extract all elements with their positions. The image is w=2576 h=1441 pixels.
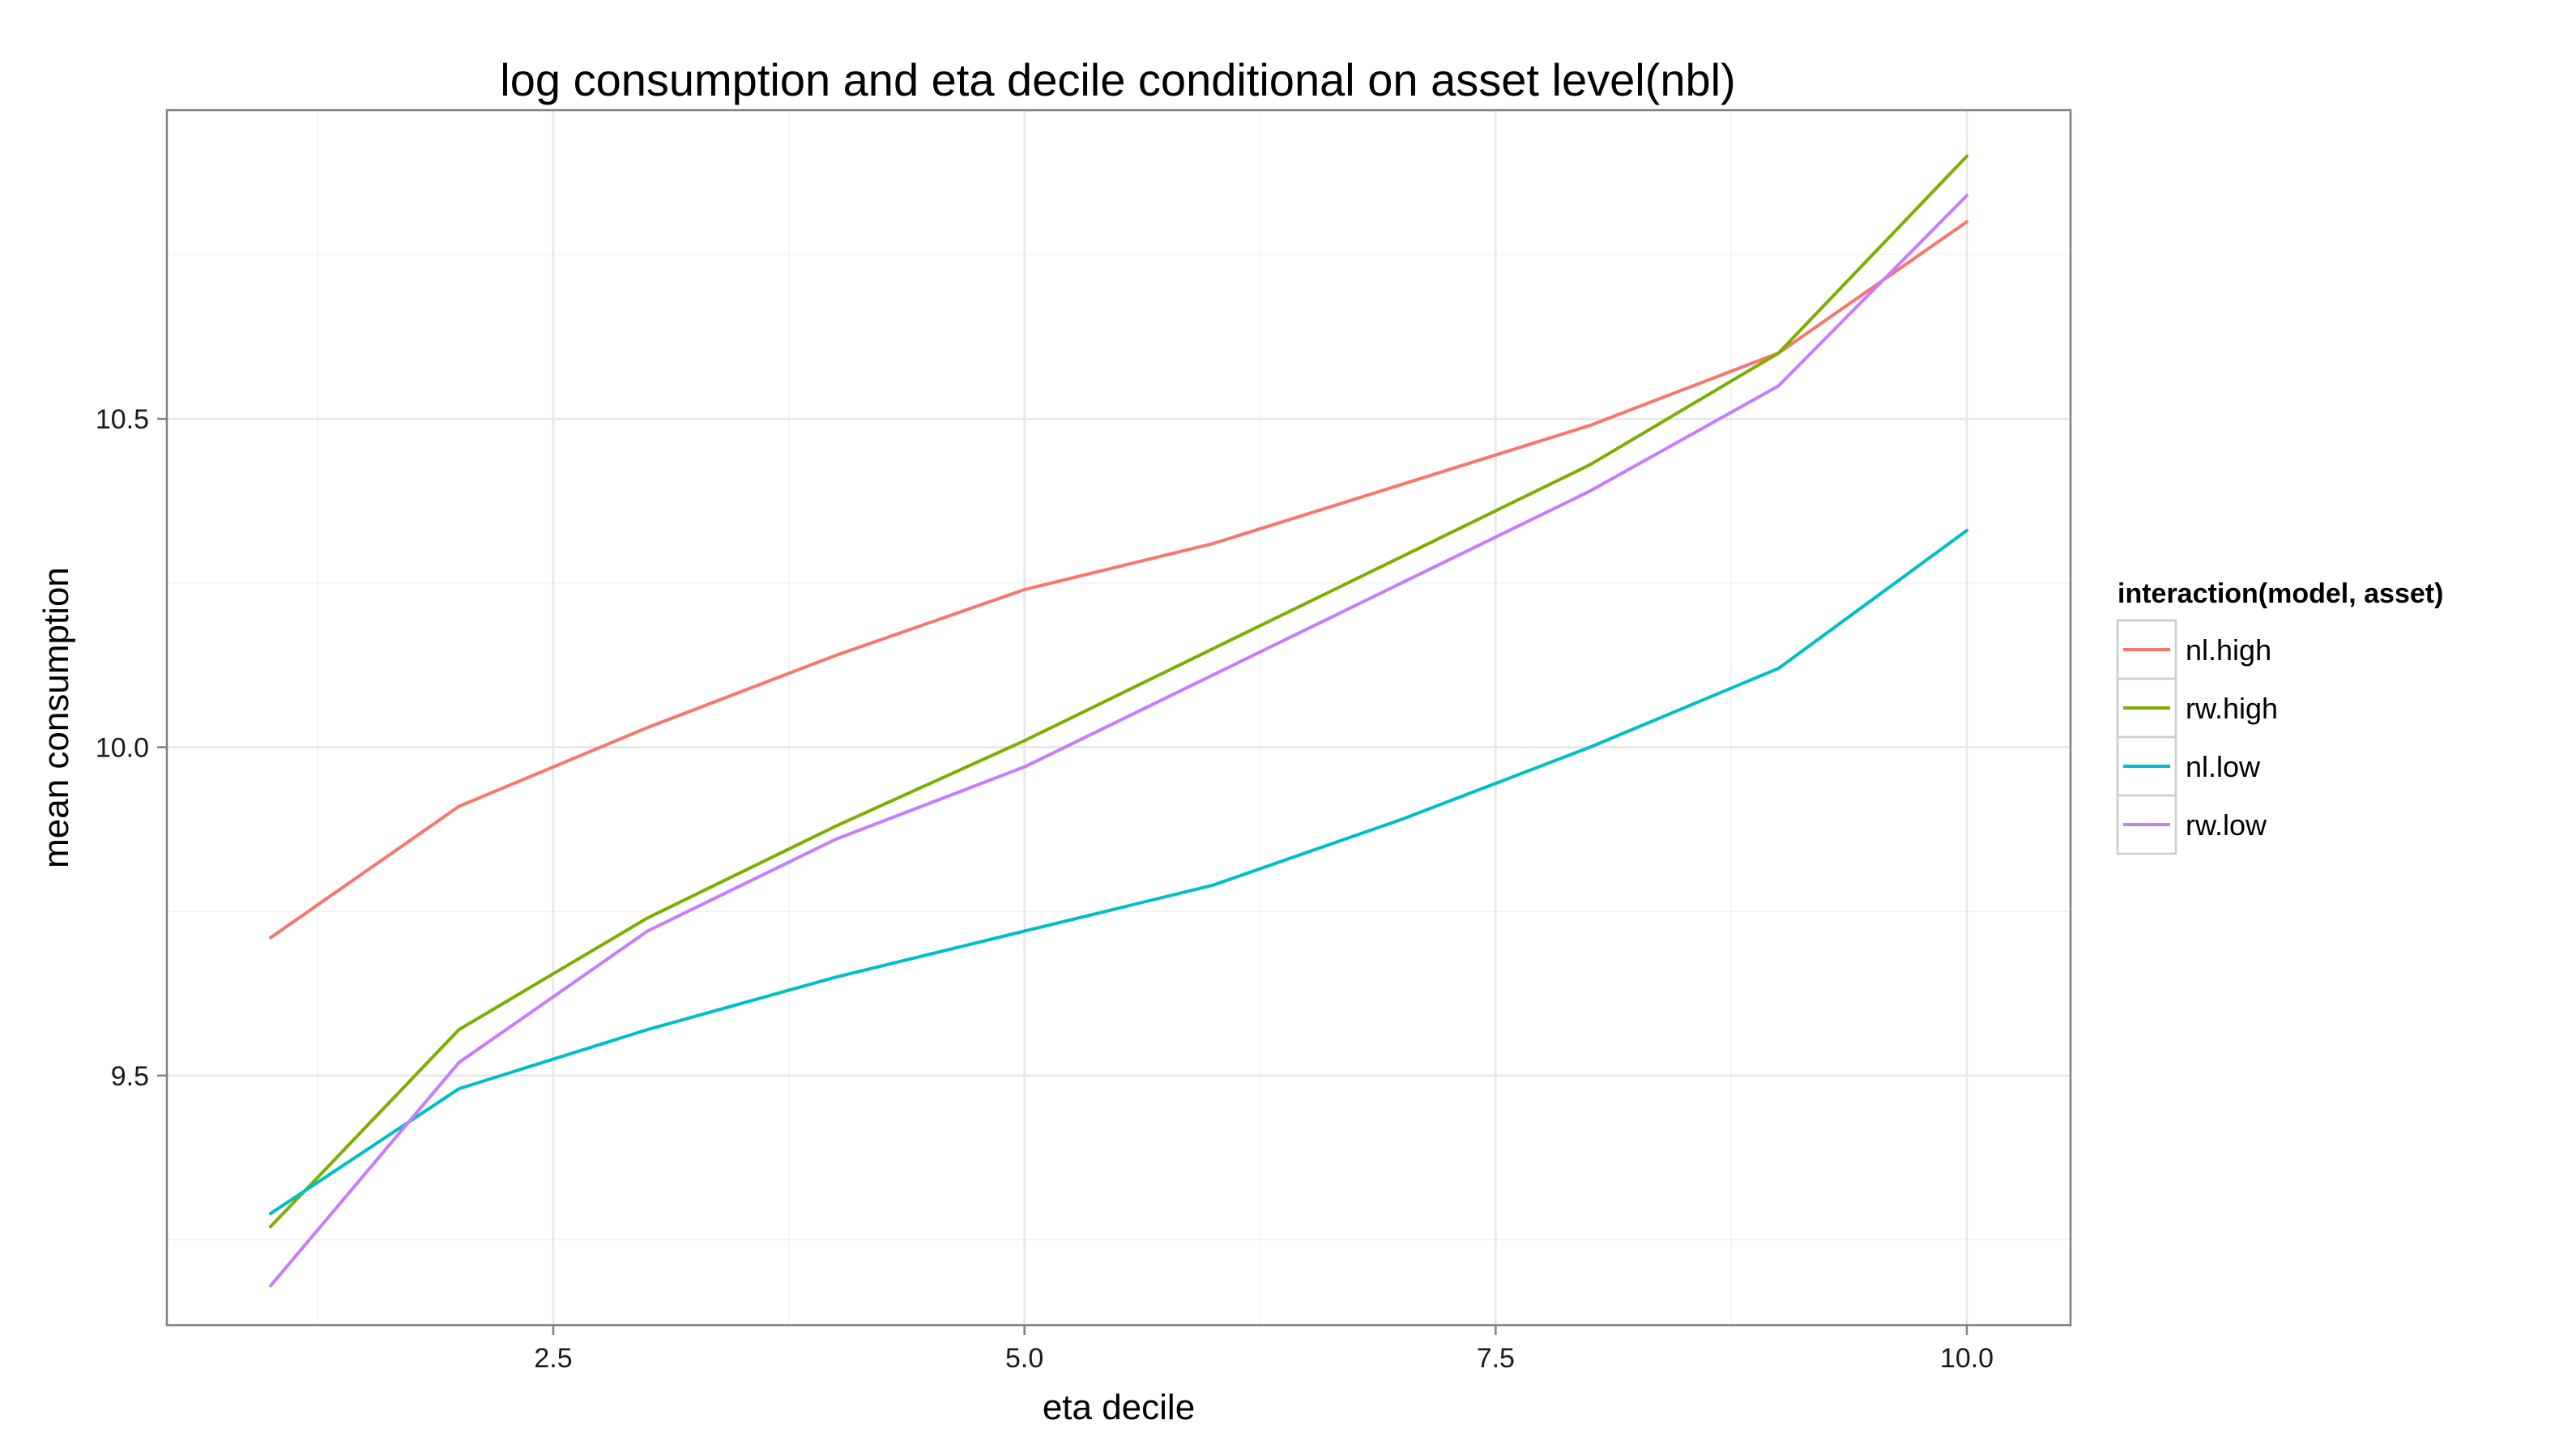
x-axis-title: eta decile	[1043, 1388, 1195, 1427]
series-line-rw-high	[269, 154, 1968, 1229]
plot-area	[165, 109, 2072, 1327]
x-tick-label: 10.0	[1940, 1343, 1994, 1374]
legend-items: nl.high rw.high nl.low rw.low	[2116, 619, 2278, 855]
series-line-nl-low	[269, 528, 1968, 1216]
legend-item: nl.high	[2116, 619, 2271, 680]
legend-item: rw.low	[2116, 794, 2267, 855]
grid-minor	[167, 110, 2071, 1325]
legend-item: nl.low	[2116, 735, 2261, 797]
y-tick-label: 10.0	[96, 732, 149, 763]
plot-border	[165, 109, 2072, 1327]
x-tick-label: 2.5	[534, 1343, 572, 1374]
y-axis-title: mean consumption	[36, 567, 76, 868]
series-lines	[269, 154, 1968, 1288]
legend: interaction(model, asset) nl.high rw.high…	[2116, 578, 2443, 855]
grid-major	[167, 110, 2071, 1325]
series-line-rw-low	[269, 194, 1968, 1288]
legend-title: interaction(model, asset)	[2118, 578, 2443, 609]
y-tick-label: 9.5	[111, 1061, 149, 1092]
chart-title: log consumption and eta decile condition…	[500, 54, 1735, 105]
legend-label: rw.low	[2186, 808, 2267, 842]
series-line-nl-high	[269, 220, 1968, 940]
x-tick-label: 7.5	[1477, 1343, 1515, 1374]
legend-item: rw.high	[2116, 677, 2278, 739]
x-axis-ticks: 2.5 5.0 7.5 10.0	[534, 1325, 1994, 1374]
plot-panel	[167, 110, 2071, 1325]
legend-label: nl.low	[2186, 750, 2261, 783]
legend-label: nl.high	[2186, 633, 2271, 667]
x-tick-label: 5.0	[1005, 1343, 1043, 1374]
y-axis-ticks: 9.5 10.0 10.5	[96, 404, 167, 1092]
y-tick-label: 10.5	[96, 404, 149, 435]
legend-label: rw.high	[2186, 692, 2278, 725]
